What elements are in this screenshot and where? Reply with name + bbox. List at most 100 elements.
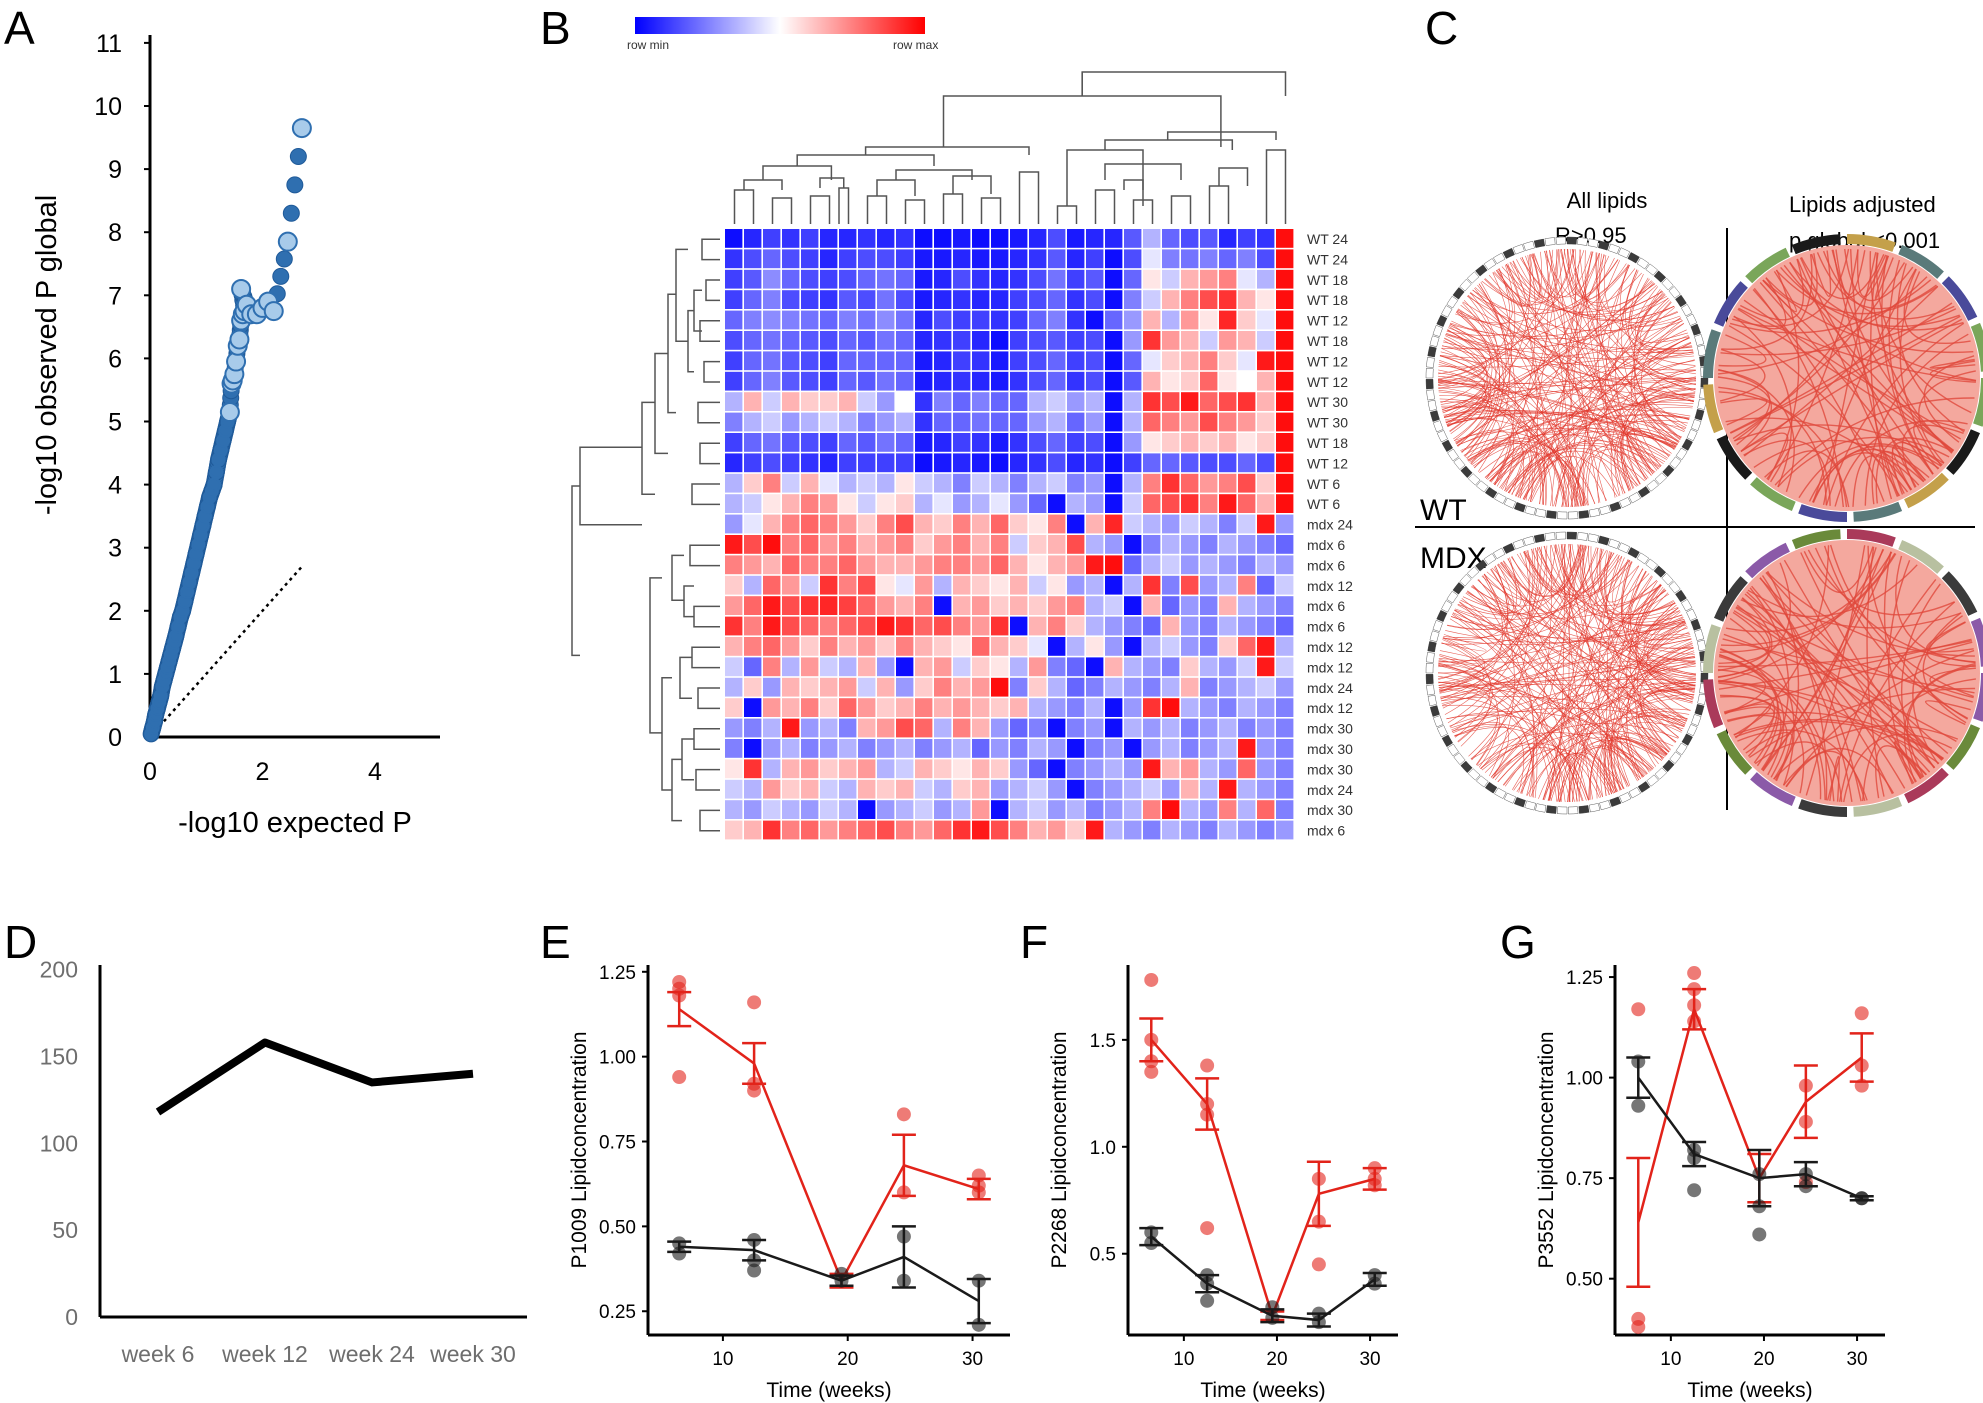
heatmap-cell <box>972 371 990 391</box>
circos-segment <box>1484 486 1498 499</box>
circos-segment <box>1853 796 1903 817</box>
circos-link <box>1449 547 1599 728</box>
heatmap-cell <box>744 555 762 575</box>
heatmap-cell <box>801 290 819 309</box>
circos-link <box>1454 554 1618 620</box>
heatmap-cell <box>820 371 838 391</box>
heatmap-cell <box>1105 269 1123 289</box>
heatmap-cell <box>1105 535 1123 554</box>
heatmap-cell <box>1238 779 1256 799</box>
circos-link <box>1439 689 1500 768</box>
circos-link <box>1457 255 1610 446</box>
heatmap-cell <box>896 433 914 452</box>
circos-link <box>1553 544 1685 626</box>
heatmap-cell <box>1086 433 1104 452</box>
circos-link <box>1505 448 1645 492</box>
heatmap-cell <box>1276 412 1294 432</box>
dendro-link <box>697 401 720 424</box>
heatmap-cell <box>1257 800 1275 819</box>
heatmap-cell <box>858 229 876 248</box>
circos-segment <box>1599 800 1611 811</box>
heatmap-cell <box>1010 759 1028 779</box>
heatmap-cell <box>763 412 781 432</box>
heatmap-cell <box>1105 229 1123 248</box>
circos-link <box>1783 747 1895 794</box>
circos-segment <box>1716 730 1753 775</box>
e-data-dot <box>834 1266 849 1281</box>
circos-segment <box>1745 247 1790 284</box>
heatmap-cell <box>972 453 990 473</box>
heatmap-cell <box>763 759 781 779</box>
heatmap-cell <box>1010 229 1028 248</box>
circos-segment <box>1750 477 1796 511</box>
circos-segment <box>1618 542 1631 554</box>
circos-link <box>1826 578 1937 801</box>
circos-segment <box>1662 464 1675 478</box>
circos-link <box>1622 568 1666 614</box>
circos-link <box>1443 409 1670 457</box>
circos-link <box>1491 567 1696 662</box>
e-error-bar <box>742 1238 767 1262</box>
heatmap-cell <box>1105 759 1123 779</box>
circos-link <box>1508 341 1692 494</box>
heatmap-cell <box>782 575 800 595</box>
dendro-link <box>705 279 720 302</box>
g-y-tick-label: 1.00 <box>1566 1069 1603 1090</box>
circos-segment <box>1425 368 1434 379</box>
circos-segment <box>1476 480 1489 493</box>
heatmap-row-label: mdx 12 <box>1307 639 1353 655</box>
heatmap-cell <box>1067 290 1085 309</box>
circos-link <box>1626 397 1695 485</box>
heatmap-cell <box>763 616 781 636</box>
e-y-tick-label: 1.25 <box>599 963 636 984</box>
heatmap-cell <box>1029 535 1047 554</box>
heatmap-cell <box>1143 473 1161 493</box>
heatmap-cell <box>953 514 971 534</box>
heatmap-cell <box>1162 718 1180 738</box>
heatmap-cell <box>1257 473 1275 493</box>
circos-segment <box>1512 539 1525 550</box>
heatmap-cell <box>953 229 971 248</box>
circos-link <box>1774 397 1975 486</box>
heatmap-cell <box>1124 535 1142 554</box>
heatmap-cell <box>991 310 1009 330</box>
circos-link <box>1829 544 1975 698</box>
circos-link <box>1544 250 1576 507</box>
g-x-tick-label: 10 <box>1660 1349 1681 1370</box>
heatmap-cell <box>782 718 800 738</box>
heatmap-cell <box>782 616 800 636</box>
heatmap-cell <box>744 269 762 289</box>
circos-segment <box>1627 252 1640 264</box>
heatmap-cell <box>1029 637 1047 656</box>
circos-link <box>1472 428 1676 467</box>
heatmap-cell <box>1257 229 1275 248</box>
heatmap-cell <box>1067 331 1085 350</box>
heatmap-cell <box>1200 310 1218 330</box>
heatmap-cell <box>934 616 952 636</box>
heatmap-cell <box>1276 229 1294 248</box>
heatmap-cell <box>763 433 781 452</box>
heatmap-cell <box>1086 616 1104 636</box>
circos-segment <box>1694 409 1705 421</box>
heatmap-cell <box>1124 575 1142 595</box>
heatmap-cell <box>1238 351 1256 371</box>
circos-segment <box>1447 743 1459 757</box>
heatmap-cell <box>934 290 952 309</box>
heatmap-cell <box>972 310 990 330</box>
circos-segment <box>1690 323 1701 336</box>
heatmap-cell <box>1238 412 1256 432</box>
d-y-tick-label: 0 <box>65 1304 78 1330</box>
f-x-tick-label: 20 <box>1266 1349 1287 1370</box>
heatmap-cell <box>953 494 971 513</box>
circos-segment <box>1694 629 1705 641</box>
qq-point <box>229 329 250 350</box>
qq-y-tick-label: 0 <box>108 724 122 752</box>
heatmap-cell <box>1124 473 1142 493</box>
circos-link <box>1773 547 1877 780</box>
heatmap-cell <box>1257 351 1275 371</box>
heatmap-cell <box>1219 269 1237 289</box>
heatmap-cell <box>915 310 933 330</box>
heatmap-cell <box>839 310 857 330</box>
f-data-dot <box>1200 1058 1215 1073</box>
